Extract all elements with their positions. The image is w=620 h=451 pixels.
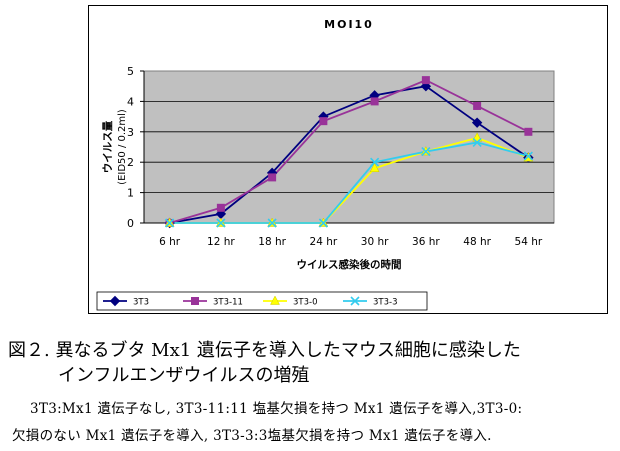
x-tick-label: 6 hr <box>159 236 181 248</box>
x-axis-label: ウイルス感染後の時間 <box>297 258 402 271</box>
data-point-3T3-3 <box>267 218 277 228</box>
series-line-3T3-3 <box>169 141 529 224</box>
series-line-3T3 <box>169 85 529 224</box>
x-tick-label: 12 hr <box>207 236 235 248</box>
data-point-3T3-11 <box>216 203 225 212</box>
chart-title: MOI10 <box>324 18 374 31</box>
series-line-3T3-11 <box>169 79 529 224</box>
legend-label: 3T3-11 <box>213 298 243 308</box>
data-point-3T3-11 <box>319 117 328 126</box>
y-axis-unit: (EID50 / 0.2ml) <box>117 109 128 185</box>
legend-label: 3T3-3 <box>373 298 397 308</box>
data-point-3T3-3 <box>165 218 175 228</box>
data-point-3T3-11 <box>473 101 482 110</box>
legend-swatch-marker <box>270 295 280 305</box>
legend-label: 3T3-0 <box>293 298 317 308</box>
legend-swatch-marker <box>191 297 199 305</box>
x-tick-label: 54 hr <box>515 236 543 248</box>
figure-caption-title: 図２. 異なるブタ Mx1 遺伝子を導入したマウス細胞に感染した <box>8 340 521 361</box>
chart-frame: MOI10 0 1 2 3 4 5 6 hr 12 hr 18 hr 24 hr 30 hr 36 hr… <box>88 5 608 314</box>
data-point-3T3-11 <box>268 173 277 182</box>
x-tick-label: 36 hr <box>412 236 440 248</box>
plot-area <box>143 70 555 224</box>
data-point-3T3-3 <box>472 137 482 148</box>
legend-swatch-marker <box>350 296 360 306</box>
legend-swatch-marker <box>109 295 121 307</box>
data-point-3T3-3 <box>523 151 533 161</box>
line-chart: MOI10 0 1 2 3 4 5 6 hr 12 hr 18 hr 24 hr 30 hr 36 hr… <box>96 18 555 311</box>
data-point-3T3-11 <box>421 76 430 85</box>
legend-label: 3T3 <box>133 298 149 308</box>
figure-caption-title-cont: インフルエンザウイルスの増殖 <box>58 365 310 386</box>
figure-caption-note: 3T3:Mx1 遺伝子なし, 3T3-11:11 塩基欠損を持つ Mx1 遺伝子… <box>30 401 523 417</box>
data-point-3T3-0 <box>369 162 380 173</box>
data-point-3T3 <box>471 117 483 128</box>
data-point-3T3-3 <box>318 218 328 228</box>
y-tick-label: 4 <box>127 95 134 108</box>
y-tick-label: 3 <box>127 126 134 139</box>
y-axis-label: ウイルス量 <box>101 120 114 173</box>
y-tick-label: 0 <box>127 217 134 230</box>
figure-caption-note-cont: 欠損のない Mx1 遺伝子を導入, 3T3-3:3塩基欠損を持つ Mx1 遺伝子… <box>12 428 492 444</box>
y-tick-label: 2 <box>127 156 134 169</box>
x-tick-label: 48 hr <box>463 236 491 248</box>
y-tick-label: 1 <box>127 187 134 200</box>
y-tick-label: 5 <box>127 65 134 78</box>
legend <box>96 291 428 311</box>
data-point-3T3-3 <box>421 146 431 157</box>
data-point-3T3-11 <box>370 97 379 106</box>
x-tick-label: 30 hr <box>361 236 389 248</box>
data-point-3T3-3 <box>216 218 226 228</box>
data-point-3T3-3 <box>370 157 380 167</box>
data-point-3T3-11 <box>524 127 533 136</box>
x-tick-label: 18 hr <box>258 236 286 248</box>
x-tick-label: 24 hr <box>310 236 338 248</box>
